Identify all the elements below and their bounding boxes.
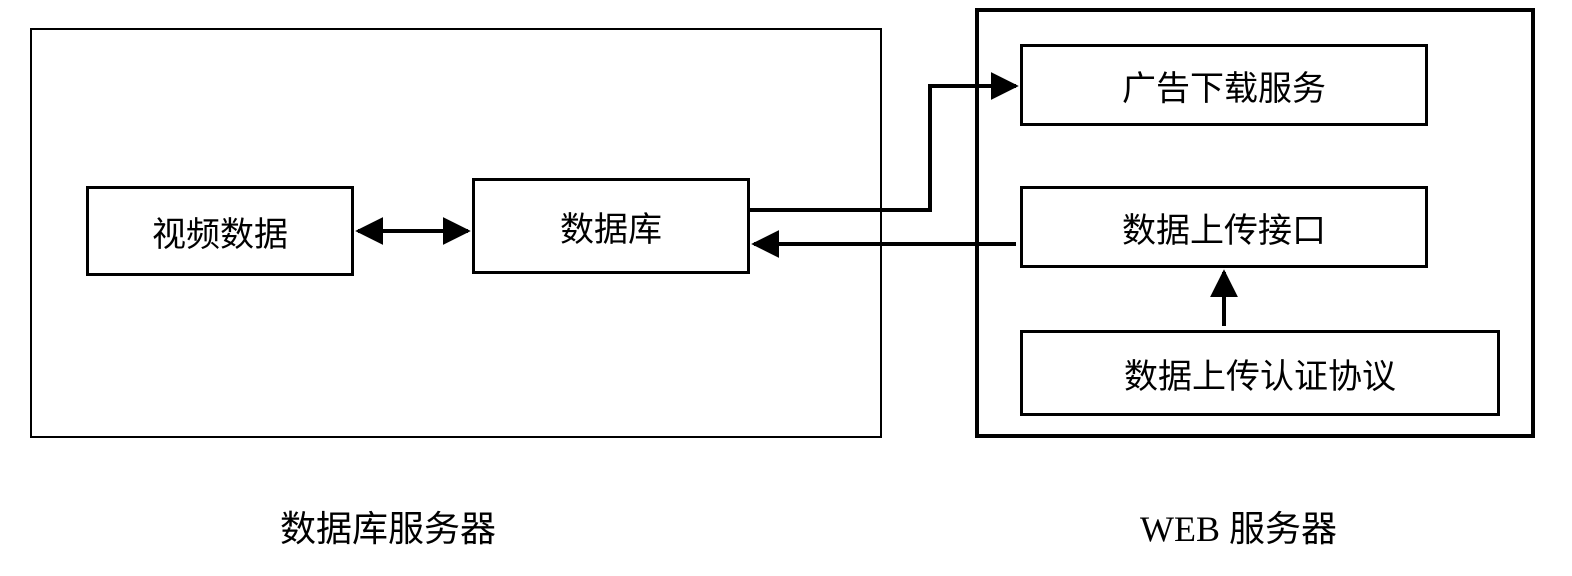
web-server-caption: WEB 服务器: [1140, 500, 1337, 552]
database-node: 数据库: [472, 178, 750, 274]
ad-download-label: 广告下载服务: [1122, 61, 1326, 110]
ad-download-node: 广告下载服务: [1020, 44, 1428, 126]
data-upload-if-label: 数据上传接口: [1122, 203, 1326, 252]
video-data-node: 视频数据: [86, 186, 354, 276]
data-upload-auth-label: 数据上传认证协议: [1124, 349, 1396, 398]
data-upload-auth-node: 数据上传认证协议: [1020, 330, 1500, 416]
video-data-label: 视频数据: [152, 207, 288, 256]
db-server-caption: 数据库服务器: [280, 500, 496, 552]
database-label: 数据库: [560, 202, 662, 251]
data-upload-if-node: 数据上传接口: [1020, 186, 1428, 268]
